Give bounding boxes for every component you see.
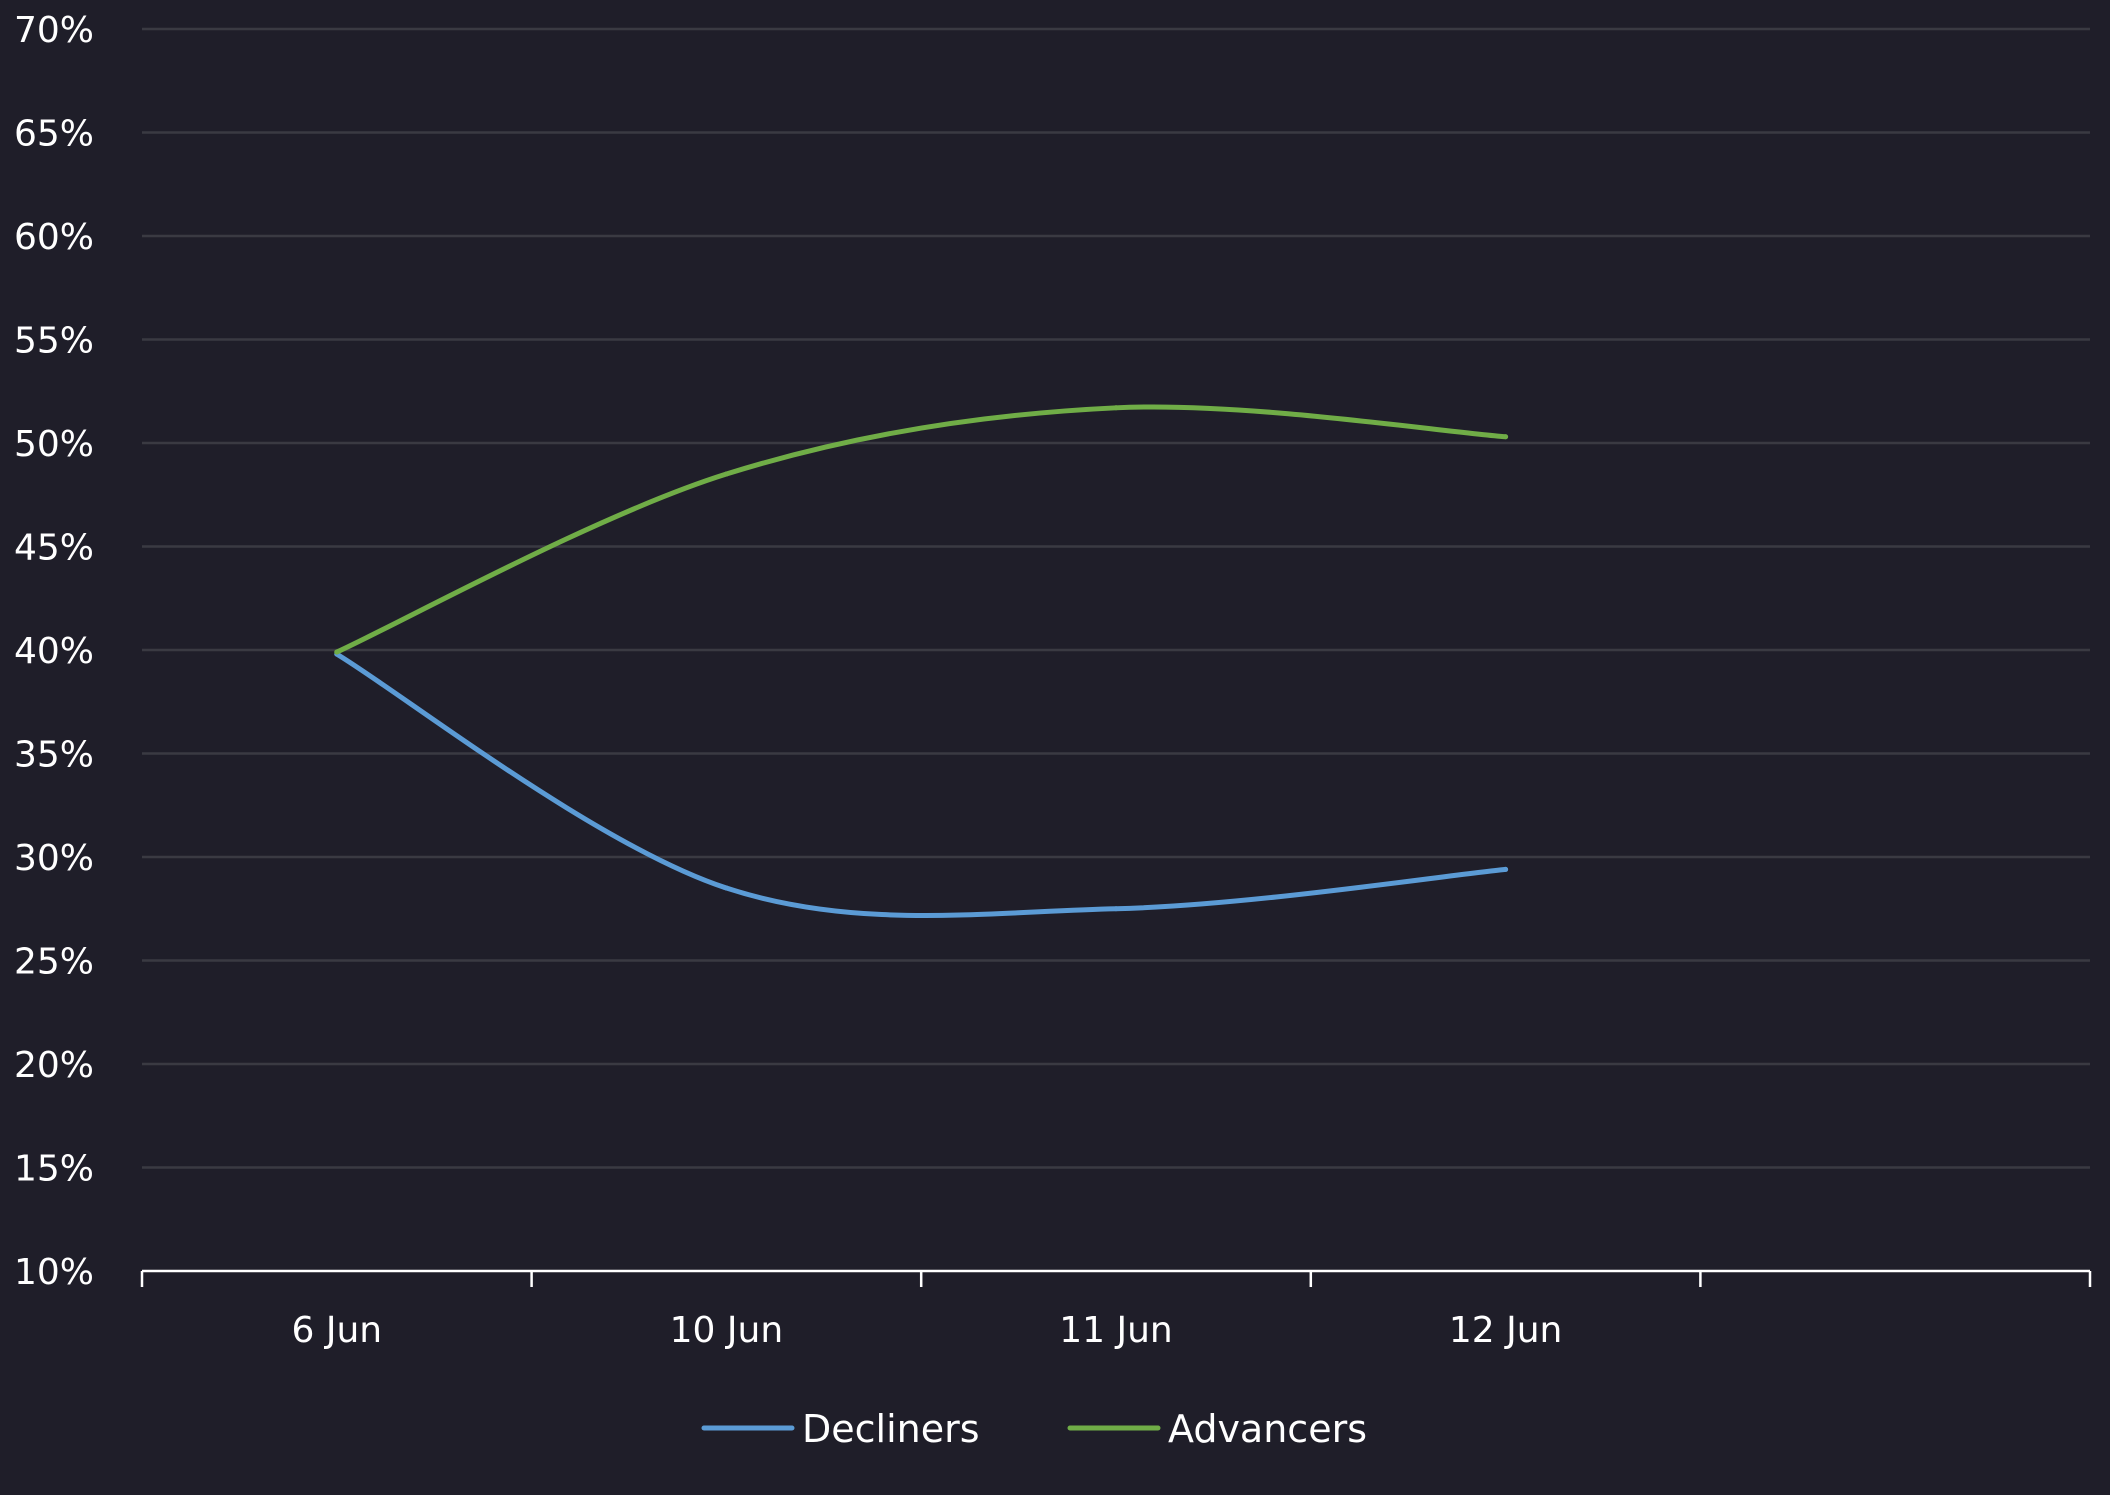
legend: Decliners Advancers	[701, 1407, 1367, 1451]
grid-lines	[142, 27, 2090, 1169]
y-tick-label: 10%	[14, 1252, 94, 1293]
data-point-advancers	[334, 649, 340, 655]
x-tick-label: 10 Jun	[670, 1310, 784, 1351]
y-tick-label: 65%	[14, 114, 94, 155]
legend-label: Advancers	[1168, 1407, 1367, 1451]
x-axis: 6 Jun 10 Jun 11 Jun 12 Jun	[140, 1269, 2092, 1351]
data-point-decliners	[1113, 906, 1119, 912]
data-point-advancers	[723, 471, 729, 477]
series-lines	[334, 404, 1509, 918]
x-tick-label: 11 Jun	[1059, 1310, 1173, 1351]
series-line-decliners	[334, 651, 1509, 918]
data-point-decliners	[723, 885, 729, 891]
y-tick-label: 25%	[14, 942, 94, 983]
y-tick-label: 70%	[14, 10, 94, 51]
y-tick-label: 35%	[14, 735, 94, 776]
y-tick-label: 50%	[14, 424, 94, 465]
y-tick-label: 40%	[14, 631, 94, 672]
y-axis-tick-labels: 10% 15% 20% 25% 30% 35% 40% 45% 50% 55% 60% 65% 70%	[14, 10, 94, 1293]
legend-label: Decliners	[802, 1407, 980, 1451]
data-point-advancers	[1113, 405, 1119, 411]
legend-item-advancers[interactable]: Advancers	[1067, 1407, 1367, 1451]
y-tick-label: 30%	[14, 838, 94, 879]
legend-item-decliners[interactable]: Decliners	[701, 1407, 980, 1451]
y-tick-label: 55%	[14, 321, 94, 362]
series-line-advancers	[334, 404, 1509, 655]
y-tick-label: 60%	[14, 217, 94, 258]
y-tick-label: 15%	[14, 1149, 94, 1190]
data-point-decliners	[1503, 866, 1509, 872]
data-point-advancers	[1503, 434, 1509, 440]
y-tick-label: 20%	[14, 1045, 94, 1086]
x-tick-label: 6 Jun	[291, 1310, 382, 1351]
x-tick-label: 12 Jun	[1449, 1310, 1563, 1351]
y-tick-label: 45%	[14, 528, 94, 569]
